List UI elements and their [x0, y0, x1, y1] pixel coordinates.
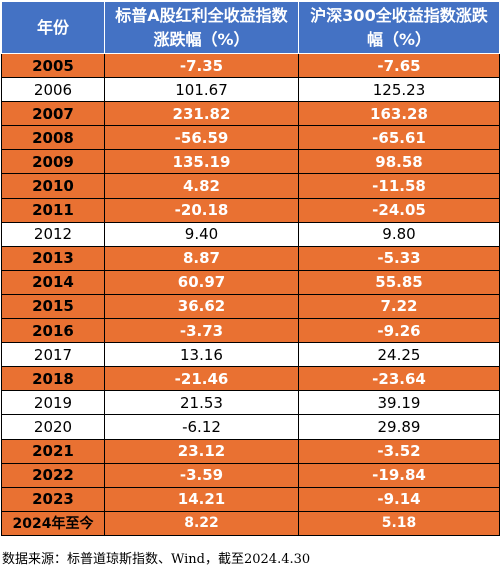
- table-row: 2021 23.12 -3.52: [1, 438, 500, 464]
- table-row: 2011 -20.18 -24.05: [1, 197, 500, 223]
- table-row: 2019 21.53 39.19: [1, 390, 500, 416]
- table-row: 2023 14.21 -9.14: [1, 486, 500, 512]
- header-hs300: 沪深300全收益指数涨跌幅（%）: [298, 1, 500, 54]
- hs300-value: -19.84: [298, 462, 500, 488]
- hs300-value: 125.23: [298, 77, 500, 103]
- sp-a-dividend-value: -20.18: [104, 197, 299, 223]
- hs300-value: 5.18: [298, 510, 500, 536]
- sp-a-dividend-value: 21.53: [104, 390, 299, 416]
- table-row: 2006 101.67 125.23: [1, 77, 500, 103]
- source-note: 数据来源：标普道琼斯指数、Wind，截至2024.4.30: [2, 552, 311, 567]
- table-row: 2007 231.82 163.28: [1, 101, 500, 127]
- table-row: 2014 60.97 55.85: [1, 269, 500, 295]
- year-cell: 2008: [1, 125, 105, 151]
- year-cell: 2015: [1, 293, 105, 320]
- table-row: 2005 -7.35 -7.65: [1, 52, 500, 79]
- year-cell: 2006: [1, 77, 105, 103]
- table-row: 2008 -56.59 -65.61: [1, 125, 500, 151]
- table-header: 年份 标普A股红利全收益指数涨跌幅（%） 沪深300全收益指数涨跌幅（%）: [1, 1, 500, 54]
- hs300-value: 29.89: [298, 414, 500, 440]
- table-row: 2022 -3.59 -19.84: [1, 462, 500, 488]
- year-cell: 2024年至今: [1, 510, 105, 536]
- hs300-value: 9.80: [298, 221, 500, 247]
- year-cell: 2019: [1, 390, 105, 416]
- year-cell: 2012: [1, 221, 105, 247]
- table-row: 2024年至今 8.22 5.18: [1, 510, 500, 536]
- hs300-value: -24.05: [298, 197, 500, 223]
- sp-a-dividend-value: -56.59: [104, 125, 299, 151]
- hs300-value: -5.33: [298, 245, 500, 271]
- hs300-value: 55.85: [298, 269, 500, 295]
- year-cell: 2005: [1, 52, 105, 79]
- table-row: 2013 8.87 -5.33: [1, 245, 500, 271]
- sp-a-dividend-value: 135.19: [104, 149, 299, 175]
- table-row: 2016 -3.73 -9.26: [1, 318, 500, 344]
- year-cell: 2022: [1, 462, 105, 488]
- year-cell: 2011: [1, 197, 105, 223]
- table-row: 2017 13.16 24.25: [1, 342, 500, 368]
- hs300-value: -3.52: [298, 438, 500, 464]
- year-cell: 2009: [1, 149, 105, 175]
- sp-a-dividend-value: 8.87: [104, 245, 299, 271]
- sp-a-dividend-value: -7.35: [104, 52, 299, 79]
- table-body: 2005 -7.35 -7.65 2006 101.67 125.23 2007 231.82…: [1, 52, 500, 536]
- sp-a-dividend-value: -3.59: [104, 462, 299, 488]
- sp-a-dividend-value: 23.12: [104, 438, 299, 464]
- hs300-value: -11.58: [298, 173, 500, 199]
- performance-table: 年份 标普A股红利全收益指数涨跌幅（%） 沪深300全收益指数涨跌幅（%） 20…: [1, 1, 500, 536]
- year-cell: 2013: [1, 245, 105, 271]
- sp-a-dividend-value: 231.82: [104, 101, 299, 127]
- sp-a-dividend-value: 9.40: [104, 221, 299, 247]
- sp-a-dividend-value: 13.16: [104, 342, 299, 368]
- hs300-value: 24.25: [298, 342, 500, 368]
- sp-a-dividend-value: -6.12: [104, 414, 299, 440]
- sp-a-dividend-value: 101.67: [104, 77, 299, 103]
- table-row: 2018 -21.46 -23.64: [1, 366, 500, 392]
- sp-a-dividend-value: 8.22: [104, 510, 299, 536]
- year-cell: 2007: [1, 101, 105, 127]
- year-cell: 2017: [1, 342, 105, 368]
- table-row: 2009 135.19 98.58: [1, 149, 500, 175]
- year-cell: 2018: [1, 366, 105, 392]
- table-row: 2015 36.62 7.22: [1, 293, 500, 320]
- year-cell: 2021: [1, 438, 105, 464]
- sp-a-dividend-value: -3.73: [104, 318, 299, 344]
- table-row: 2012 9.40 9.80: [1, 221, 500, 247]
- hs300-value: -9.14: [298, 486, 500, 512]
- year-cell: 2010: [1, 173, 105, 199]
- hs300-value: 98.58: [298, 149, 500, 175]
- header-sp-a-dividend: 标普A股红利全收益指数涨跌幅（%）: [104, 1, 299, 54]
- year-cell: 2016: [1, 318, 105, 344]
- year-cell: 2020: [1, 414, 105, 440]
- header-row: 年份 标普A股红利全收益指数涨跌幅（%） 沪深300全收益指数涨跌幅（%）: [1, 1, 500, 54]
- sp-a-dividend-value: -21.46: [104, 366, 299, 392]
- table-row: 2010 4.82 -11.58: [1, 173, 500, 199]
- hs300-value: -9.26: [298, 318, 500, 344]
- header-year: 年份: [1, 1, 105, 54]
- year-cell: 2014: [1, 269, 105, 295]
- hs300-value: -23.64: [298, 366, 500, 392]
- hs300-value: 163.28: [298, 101, 500, 127]
- year-cell: 2023: [1, 486, 105, 512]
- hs300-value: -7.65: [298, 52, 500, 79]
- sp-a-dividend-value: 36.62: [104, 293, 299, 320]
- sp-a-dividend-value: 60.97: [104, 269, 299, 295]
- sp-a-dividend-value: 4.82: [104, 173, 299, 199]
- sp-a-dividend-value: 14.21: [104, 486, 299, 512]
- hs300-value: 39.19: [298, 390, 500, 416]
- table-row: 2020 -6.12 29.89: [1, 414, 500, 440]
- hs300-value: -65.61: [298, 125, 500, 151]
- hs300-value: 7.22: [298, 293, 500, 320]
